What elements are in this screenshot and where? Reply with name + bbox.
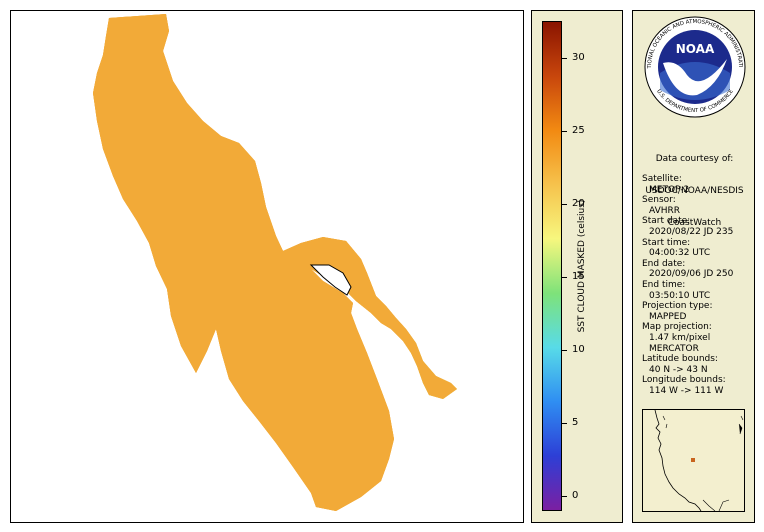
color-scale-bar: [542, 21, 562, 511]
inset-map-drawing: [654, 410, 744, 511]
metadata-value: 114 W -> 111 W: [649, 385, 724, 396]
metadata-value: 04:00:32 UTC: [649, 248, 711, 259]
legend-tick-label: 25: [572, 124, 585, 136]
island: [309, 264, 352, 296]
legend-title: SST CLOUD MASKED (celsius): [577, 199, 587, 333]
inset-coastline: [654, 410, 702, 511]
legend-tick-label: 20: [572, 197, 585, 209]
noaa-logo-text: NOAA: [676, 42, 715, 56]
legend-tick: [562, 57, 567, 59]
legend-tick: [562, 423, 567, 425]
legend-tick: [562, 130, 567, 132]
legend-tick-label: 0: [572, 490, 579, 502]
metadata-value: 1.47 km/pixel: [649, 332, 711, 343]
metadata-label: End date:: [642, 258, 686, 269]
courtesy-line: USDOC/NOAA/NESDIS: [645, 185, 744, 196]
metadata-label: Longitude bounds:: [642, 375, 726, 386]
metadata-label: Map projection:: [642, 322, 712, 333]
metadata-value: AVHRR: [649, 205, 681, 216]
metadata-label: Projection type:: [642, 301, 713, 312]
courtesy-line: Data courtesy of:: [655, 154, 734, 165]
metadata-label: Latitude bounds:: [642, 354, 718, 365]
metadata-label: Start time:: [642, 237, 691, 248]
info-panel: NOAA NATIONAL OCEANIC AND ATMOSPHERIC AD…: [632, 10, 755, 523]
metadata-label: Sensor:: [642, 195, 676, 206]
metadata-label: Satellite:: [642, 174, 682, 184]
region-marker: [691, 458, 695, 462]
metadata-label: Start date:: [642, 216, 691, 227]
lake-map[interactable]: [11, 11, 525, 524]
legend-tick: [562, 276, 567, 278]
map-panel[interactable]: [10, 10, 524, 523]
metadata-value: METOP-2: [649, 184, 690, 195]
metadata-value: MERCATOR: [649, 343, 699, 354]
metadata-value: MAPPED: [649, 311, 687, 322]
legend-tick: [562, 203, 567, 205]
legend-tick-label: 5: [572, 417, 579, 429]
noaa-logo: NOAA NATIONAL OCEANIC AND ATMOSPHERIC AD…: [643, 15, 746, 118]
metadata-value: 2020/09/06 JD 250: [649, 269, 734, 280]
metadata-value: 40 N -> 43 N: [649, 364, 708, 375]
metadata-value: 2020/08/22 JD 235: [649, 226, 734, 237]
data-courtesy: Data courtesy of: USDOC/NOAA/NESDIS Coas…: [633, 133, 756, 250]
courtesy-line: CoastWatch: [667, 217, 722, 228]
legend-tick: [562, 350, 567, 352]
metadata-label: End time:: [642, 279, 686, 290]
legend-tick: [562, 496, 567, 498]
legend-panel: 0 5 10 15 20 25 30 SST CLOUD MASKED (celsius): [531, 10, 623, 523]
metadata-value: 03:50:10 UTC: [649, 290, 711, 301]
inset-locator-map: [642, 409, 745, 512]
legend-tick-label: 15: [572, 270, 585, 282]
metadata-list: Satellite: METOP-2 Sensor: AVHRR Start date:…: [642, 174, 733, 396]
lake-shoreline: [92, 13, 458, 512]
legend-tick-label: 30: [572, 51, 585, 63]
legend-tick-label: 10: [572, 344, 585, 356]
